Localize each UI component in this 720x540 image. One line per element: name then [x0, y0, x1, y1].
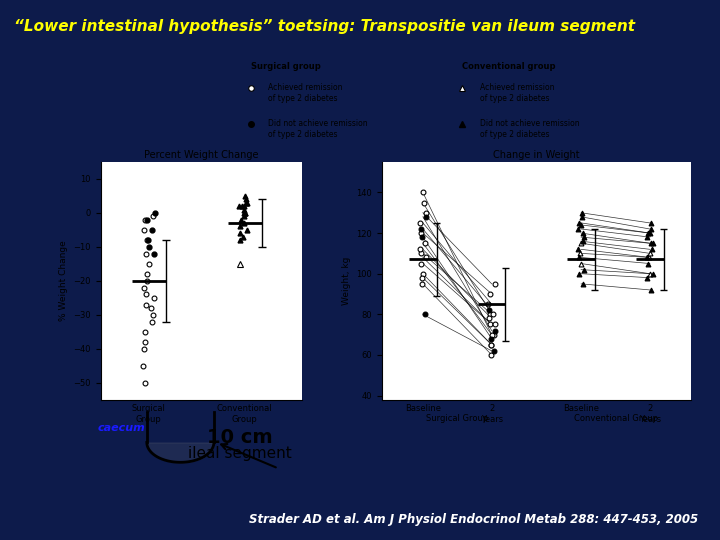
Text: Achieved remission
of type 2 diabetes: Achieved remission of type 2 diabetes [268, 83, 342, 103]
Text: Did not achieve remission
of type 2 diabetes: Did not achieve remission of type 2 diab… [480, 119, 579, 139]
Text: Conventional group: Conventional group [462, 62, 556, 71]
Text: caecum: caecum [98, 422, 145, 433]
Text: Did not achieve remission
of type 2 diabetes: Did not achieve remission of type 2 diab… [268, 119, 367, 139]
Text: ileal segment: ileal segment [188, 446, 292, 461]
Text: Surgical Group: Surgical Group [426, 414, 488, 423]
Y-axis label: % Weight Change: % Weight Change [59, 240, 68, 321]
Text: Strader AD et al. Am J Physiol Endocrinol Metab 288: 447-453, 2005: Strader AD et al. Am J Physiol Endocrino… [249, 514, 698, 526]
Y-axis label: Weight, kg: Weight, kg [341, 256, 351, 305]
Title: Percent Weight Change: Percent Weight Change [144, 150, 259, 160]
Text: Achieved remission
of type 2 diabetes: Achieved remission of type 2 diabetes [480, 83, 554, 103]
Text: “Lower intestinal hypothesis” toetsing: Transpositie van ileum segment: “Lower intestinal hypothesis” toetsing: … [14, 19, 635, 34]
Text: Conventional Group: Conventional Group [574, 414, 657, 423]
Text: 10 cm: 10 cm [207, 428, 272, 447]
Text: Surgical group: Surgical group [251, 62, 320, 71]
Title: Change in Weight: Change in Weight [493, 150, 580, 160]
